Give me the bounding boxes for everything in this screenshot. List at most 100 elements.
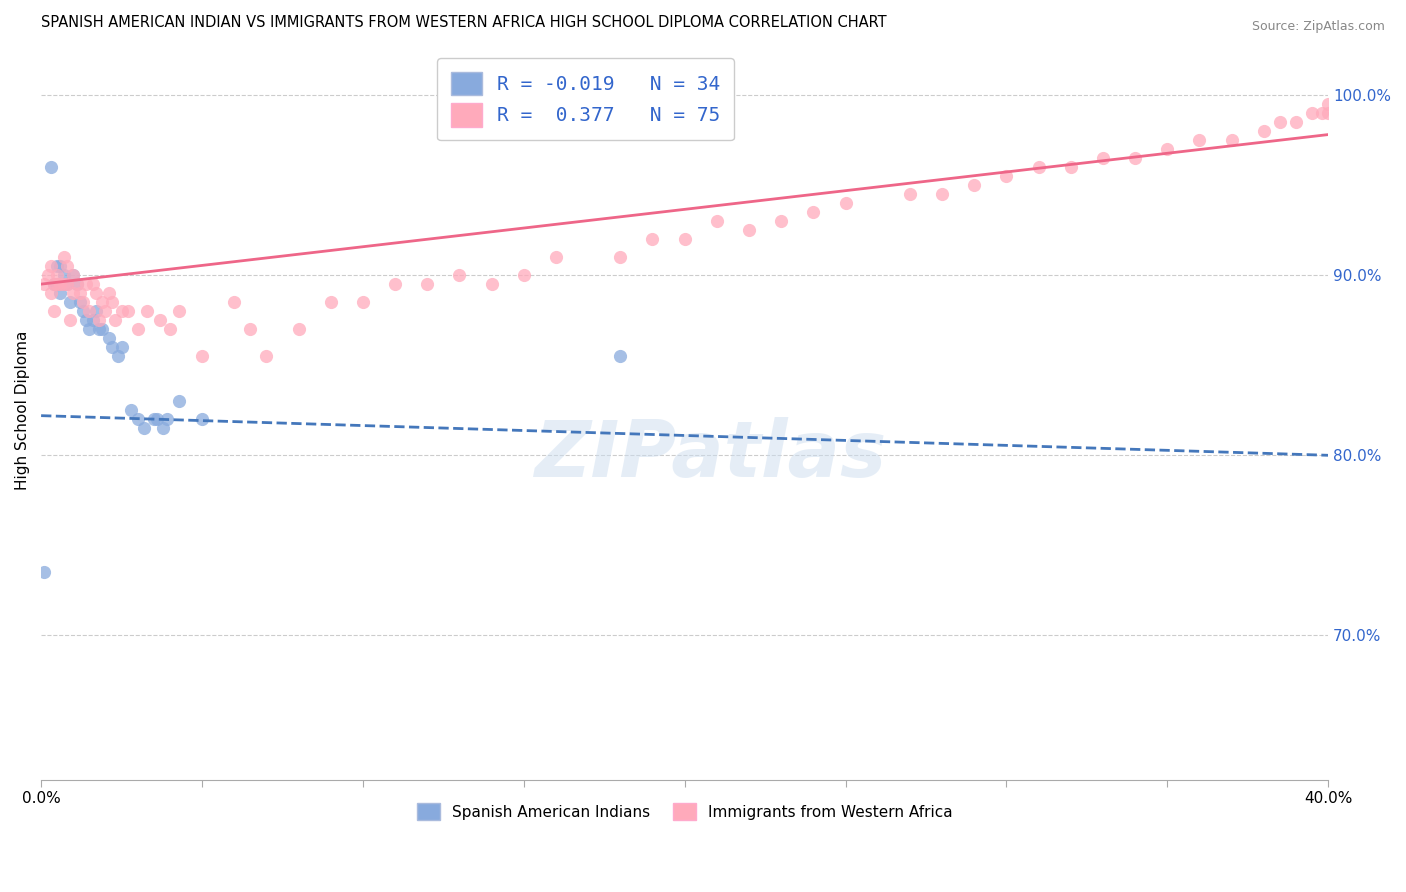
- Point: [91, 322, 114, 336]
- Point: [544, 250, 567, 264]
- Point: [801, 205, 824, 219]
- Point: [101, 340, 124, 354]
- Point: [79, 304, 101, 318]
- Legend: Spanish American Indians, Immigrants from Western Africa: Spanish American Indians, Immigrants fro…: [409, 796, 960, 828]
- Point: [1268, 115, 1291, 129]
- Point: [120, 403, 142, 417]
- Point: [62, 268, 84, 282]
- Point: [84, 286, 107, 301]
- Point: [39, 286, 62, 301]
- Point: [673, 232, 696, 246]
- Point: [155, 412, 177, 426]
- Point: [56, 277, 79, 292]
- Text: Source: ZipAtlas.com: Source: ZipAtlas.com: [1251, 20, 1385, 33]
- Point: [107, 349, 129, 363]
- Point: [79, 322, 101, 336]
- Point: [1301, 106, 1323, 120]
- Point: [169, 304, 191, 318]
- Point: [97, 331, 120, 345]
- Point: [42, 277, 65, 292]
- Point: [59, 313, 82, 327]
- Point: [59, 295, 82, 310]
- Point: [72, 295, 94, 310]
- Point: [136, 304, 159, 318]
- Point: [37, 268, 59, 282]
- Point: [87, 313, 110, 327]
- Point: [46, 277, 69, 292]
- Point: [1310, 106, 1333, 120]
- Point: [46, 268, 69, 282]
- Point: [1123, 151, 1146, 165]
- Point: [159, 322, 181, 336]
- Point: [1188, 133, 1211, 147]
- Text: ZIPatlas: ZIPatlas: [534, 417, 887, 492]
- Point: [65, 277, 87, 292]
- Point: [191, 412, 214, 426]
- Point: [69, 286, 91, 301]
- Point: [1060, 160, 1083, 174]
- Point: [49, 277, 72, 292]
- Point: [56, 259, 79, 273]
- Point: [97, 286, 120, 301]
- Point: [62, 268, 84, 282]
- Point: [75, 313, 97, 327]
- Point: [82, 313, 104, 327]
- Point: [834, 196, 856, 211]
- Point: [191, 349, 214, 363]
- Point: [384, 277, 406, 292]
- Point: [287, 322, 309, 336]
- Point: [84, 304, 107, 318]
- Point: [149, 313, 172, 327]
- Point: [481, 277, 503, 292]
- Point: [34, 277, 56, 292]
- Point: [65, 277, 87, 292]
- Point: [94, 304, 117, 318]
- Point: [91, 295, 114, 310]
- Point: [52, 250, 75, 264]
- Point: [169, 394, 191, 409]
- Point: [770, 214, 793, 228]
- Point: [46, 277, 69, 292]
- Point: [898, 187, 921, 202]
- Point: [319, 295, 342, 310]
- Point: [127, 412, 149, 426]
- Point: [52, 277, 75, 292]
- Point: [42, 277, 65, 292]
- Point: [75, 277, 97, 292]
- Text: SPANISH AMERICAN INDIAN VS IMMIGRANTS FROM WESTERN AFRICA HIGH SCHOOL DIPLOMA CO: SPANISH AMERICAN INDIAN VS IMMIGRANTS FR…: [41, 15, 887, 30]
- Point: [52, 268, 75, 282]
- Point: [46, 259, 69, 273]
- Point: [127, 322, 149, 336]
- Point: [641, 232, 664, 246]
- Point: [224, 295, 246, 310]
- Point: [1156, 142, 1178, 156]
- Point: [146, 412, 169, 426]
- Point: [101, 295, 124, 310]
- Point: [110, 340, 132, 354]
- Point: [513, 268, 536, 282]
- Point: [254, 349, 277, 363]
- Point: [706, 214, 728, 228]
- Point: [56, 277, 79, 292]
- Y-axis label: High School Diploma: High School Diploma: [15, 331, 30, 490]
- Point: [931, 187, 953, 202]
- Point: [995, 169, 1018, 183]
- Point: [1253, 124, 1275, 138]
- Point: [1091, 151, 1114, 165]
- Point: [609, 349, 631, 363]
- Point: [609, 250, 631, 264]
- Point: [39, 160, 62, 174]
- Point: [1317, 106, 1340, 120]
- Point: [449, 268, 471, 282]
- Point: [1028, 160, 1050, 174]
- Point: [352, 295, 374, 310]
- Point: [239, 322, 262, 336]
- Point: [416, 277, 439, 292]
- Point: [72, 304, 94, 318]
- Point: [1220, 133, 1243, 147]
- Point: [34, 566, 56, 580]
- Point: [104, 313, 127, 327]
- Point: [62, 286, 84, 301]
- Point: [39, 259, 62, 273]
- Point: [117, 304, 139, 318]
